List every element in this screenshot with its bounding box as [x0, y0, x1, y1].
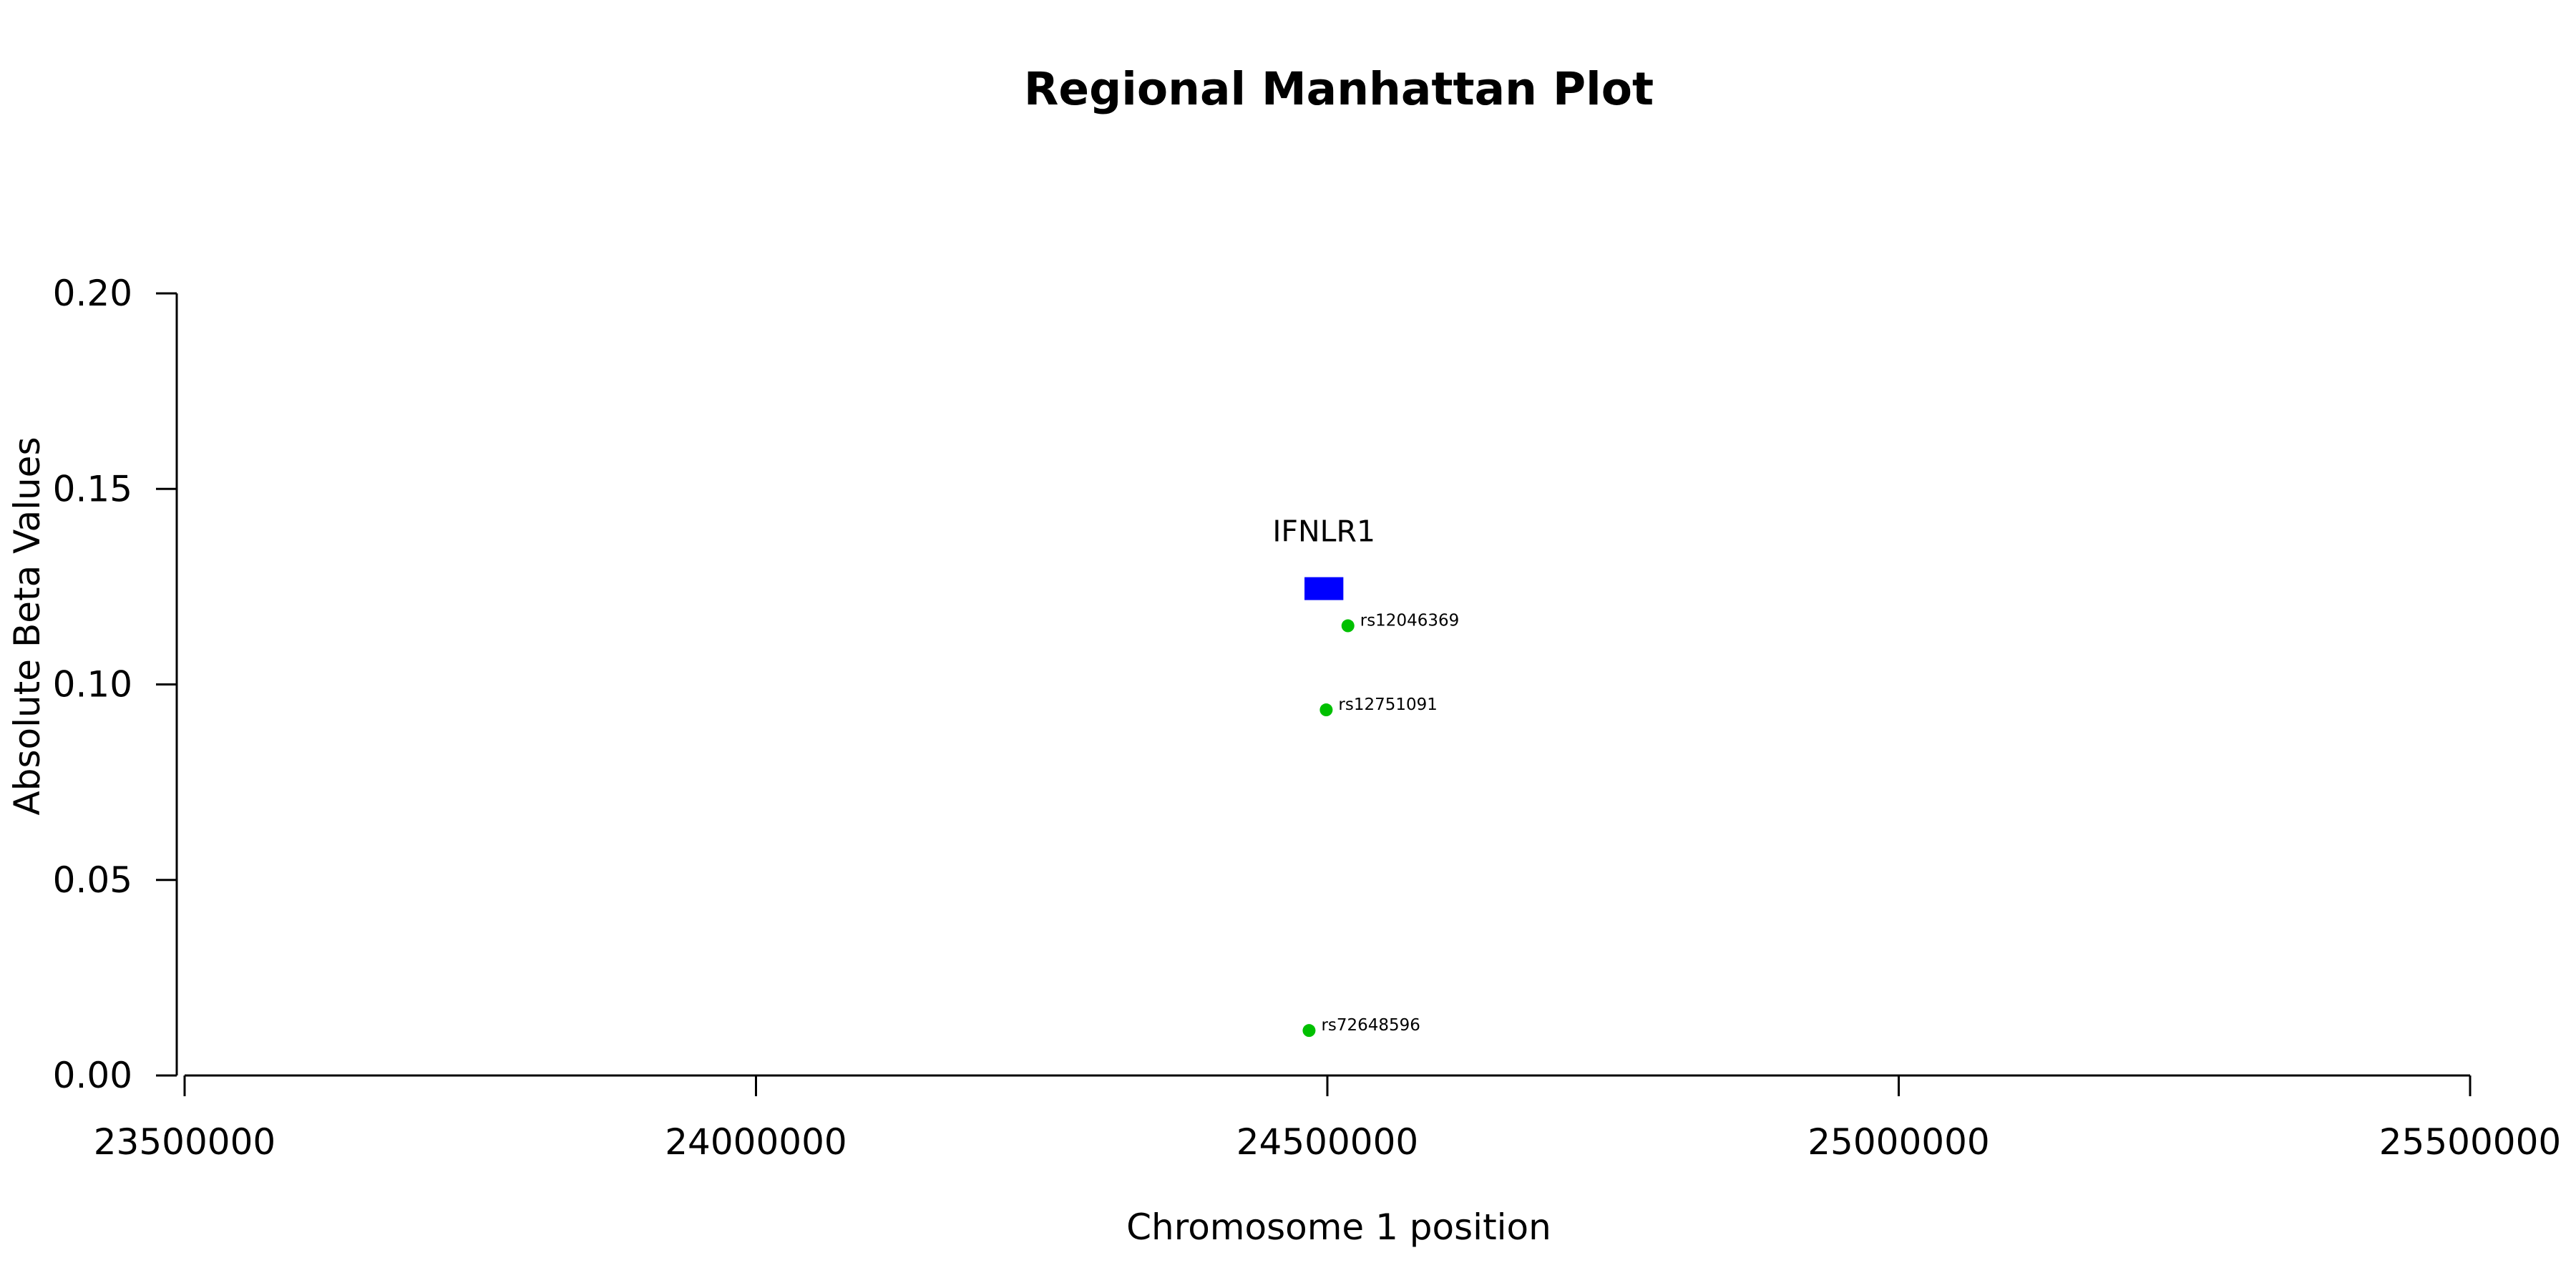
y-tick-label: 0.15: [53, 468, 132, 509]
snp-point: [1341, 619, 1355, 633]
snp-label: rs12046369: [1360, 612, 1460, 630]
snp-label: rs72648596: [1321, 1016, 1420, 1035]
y-axis-label: Absolute Beta Values: [6, 437, 48, 816]
x-tick-label: 25500000: [2379, 1121, 2562, 1163]
points-layer: rs12046369 rs12751091 rs72648596: [1302, 612, 1459, 1038]
snp-point: [1319, 703, 1333, 717]
x-tick-label: 24000000: [665, 1121, 847, 1163]
x-tick-label: 23500000: [94, 1121, 276, 1163]
y-tick-label: 0.00: [53, 1055, 132, 1096]
x-axis-label: Chromosome 1 position: [1126, 1206, 1551, 1248]
y-tick-label: 0.20: [53, 273, 132, 314]
snp-point: [1302, 1024, 1316, 1038]
y-axis: 0.00 0.05 0.10 0.15 0.20: [53, 273, 178, 1096]
x-tick-label: 25000000: [1807, 1121, 1990, 1163]
y-tick-label: 0.10: [53, 664, 132, 706]
chart-title: Regional Manhattan Plot: [1024, 63, 1654, 115]
gene-bar: [1304, 577, 1344, 600]
y-tick-label: 0.05: [53, 859, 132, 901]
snp-label: rs12751091: [1338, 696, 1438, 714]
x-tick-label: 24500000: [1236, 1121, 1419, 1163]
x-ticks: 23500000 24000000 24500000 25000000 25500000: [94, 1075, 2562, 1163]
gene-label: IFNLR1: [1272, 514, 1375, 549]
x-axis: 23500000 24000000 24500000 25000000 25500000: [94, 1074, 2562, 1163]
y-ticks: 0.00 0.05 0.10 0.15 0.20: [53, 273, 177, 1096]
genes-layer: IFNLR1: [1272, 514, 1375, 600]
